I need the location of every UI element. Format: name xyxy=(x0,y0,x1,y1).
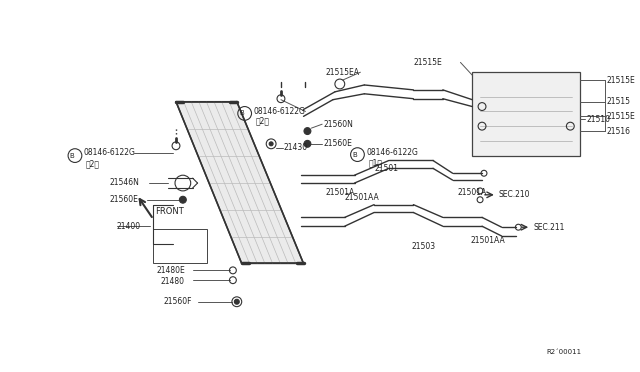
Text: 21501A: 21501A xyxy=(325,188,355,198)
Bar xyxy=(472,72,580,155)
Circle shape xyxy=(304,140,311,147)
Text: 21515E: 21515E xyxy=(607,76,636,84)
Text: 21515E: 21515E xyxy=(413,58,442,67)
Polygon shape xyxy=(176,102,303,263)
Text: 21515EA: 21515EA xyxy=(325,68,359,77)
Text: 21515: 21515 xyxy=(607,97,630,106)
Text: 08146-6122G: 08146-6122G xyxy=(366,148,418,157)
Text: 21560F: 21560F xyxy=(163,297,192,306)
Text: 21560E: 21560E xyxy=(109,195,138,204)
Text: B: B xyxy=(239,110,244,116)
Circle shape xyxy=(304,128,311,135)
Bar xyxy=(154,229,207,263)
Text: 21480E: 21480E xyxy=(156,266,185,275)
Text: 08146-6122G: 08146-6122G xyxy=(253,107,305,116)
Text: B: B xyxy=(352,152,357,158)
Text: 21430: 21430 xyxy=(284,143,308,152)
Text: 21560N: 21560N xyxy=(323,120,353,129)
Text: 21516: 21516 xyxy=(607,126,630,135)
Text: 21501: 21501 xyxy=(374,164,398,173)
Text: 21400: 21400 xyxy=(116,222,140,231)
Text: 21501A: 21501A xyxy=(458,188,487,198)
Text: （2）: （2） xyxy=(86,159,100,168)
Text: 21503: 21503 xyxy=(412,242,436,251)
Text: （2）: （2） xyxy=(255,117,269,126)
Text: 21560E: 21560E xyxy=(323,140,352,148)
Text: 21480: 21480 xyxy=(160,277,184,286)
Text: R2´00011: R2´00011 xyxy=(547,349,582,355)
Text: 21515E: 21515E xyxy=(607,112,636,121)
Text: 21501AA: 21501AA xyxy=(470,237,505,246)
Text: FRONT: FRONT xyxy=(156,207,184,216)
Circle shape xyxy=(234,299,239,304)
Circle shape xyxy=(269,142,273,146)
Text: 08146-6122G: 08146-6122G xyxy=(84,148,136,157)
Text: SEC.211: SEC.211 xyxy=(533,223,564,232)
Circle shape xyxy=(179,196,186,203)
Text: B: B xyxy=(70,153,74,158)
Text: 21546N: 21546N xyxy=(109,177,139,187)
Text: 21510: 21510 xyxy=(586,115,610,124)
Text: SEC.210: SEC.210 xyxy=(499,190,530,199)
Text: （1）: （1） xyxy=(368,158,382,167)
Text: 21501AA: 21501AA xyxy=(345,193,380,202)
